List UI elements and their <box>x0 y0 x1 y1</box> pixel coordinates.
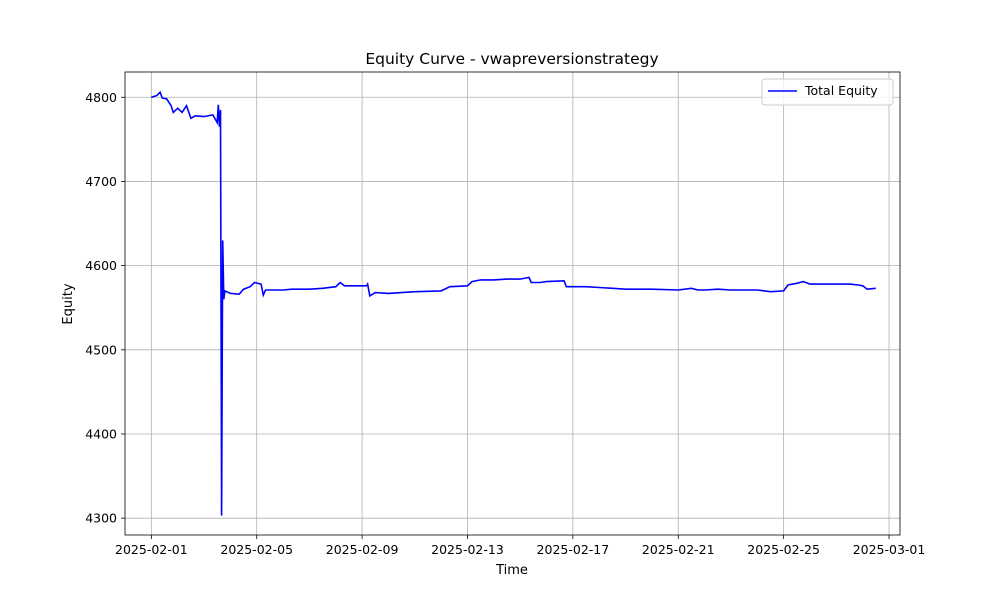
y-tick-label: 4400 <box>85 426 117 441</box>
chart-title: Equity Curve - vwapreversionstrategy <box>365 50 658 68</box>
x-tick-label: 2025-02-17 <box>537 542 610 557</box>
y-tick-label: 4300 <box>85 511 117 526</box>
x-tick-label: 2025-02-25 <box>747 542 820 557</box>
grid-lines <box>125 72 900 535</box>
y-tick-label: 4700 <box>85 174 117 189</box>
y-axis-label: Equity <box>61 283 76 324</box>
x-tick-label: 2025-02-13 <box>431 542 504 557</box>
plot-frame <box>124 71 901 536</box>
y-tick-label: 4500 <box>85 342 117 357</box>
legend: Total Equity <box>761 78 894 106</box>
x-axis-label: Time <box>495 563 528 578</box>
series-layer <box>151 90 876 516</box>
axis-ticks: 2025-02-01 2025-02-05 2025-02-09 2025-02-13… <box>85 90 925 557</box>
y-tick-label: 4600 <box>85 258 117 273</box>
x-tick-label: 2025-02-01 <box>115 542 188 557</box>
x-tick-label: 2025-02-05 <box>220 542 293 557</box>
x-tick-label: 2025-02-21 <box>642 542 715 557</box>
series-line-total-equity <box>151 90 876 516</box>
x-tick-label: 2025-02-09 <box>326 542 399 557</box>
legend-box <box>761 78 894 106</box>
legend-label-total-equity: Total Equity <box>804 83 878 98</box>
y-tick-label: 4800 <box>85 90 117 105</box>
x-tick-label: 2025-03-01 <box>853 542 926 557</box>
